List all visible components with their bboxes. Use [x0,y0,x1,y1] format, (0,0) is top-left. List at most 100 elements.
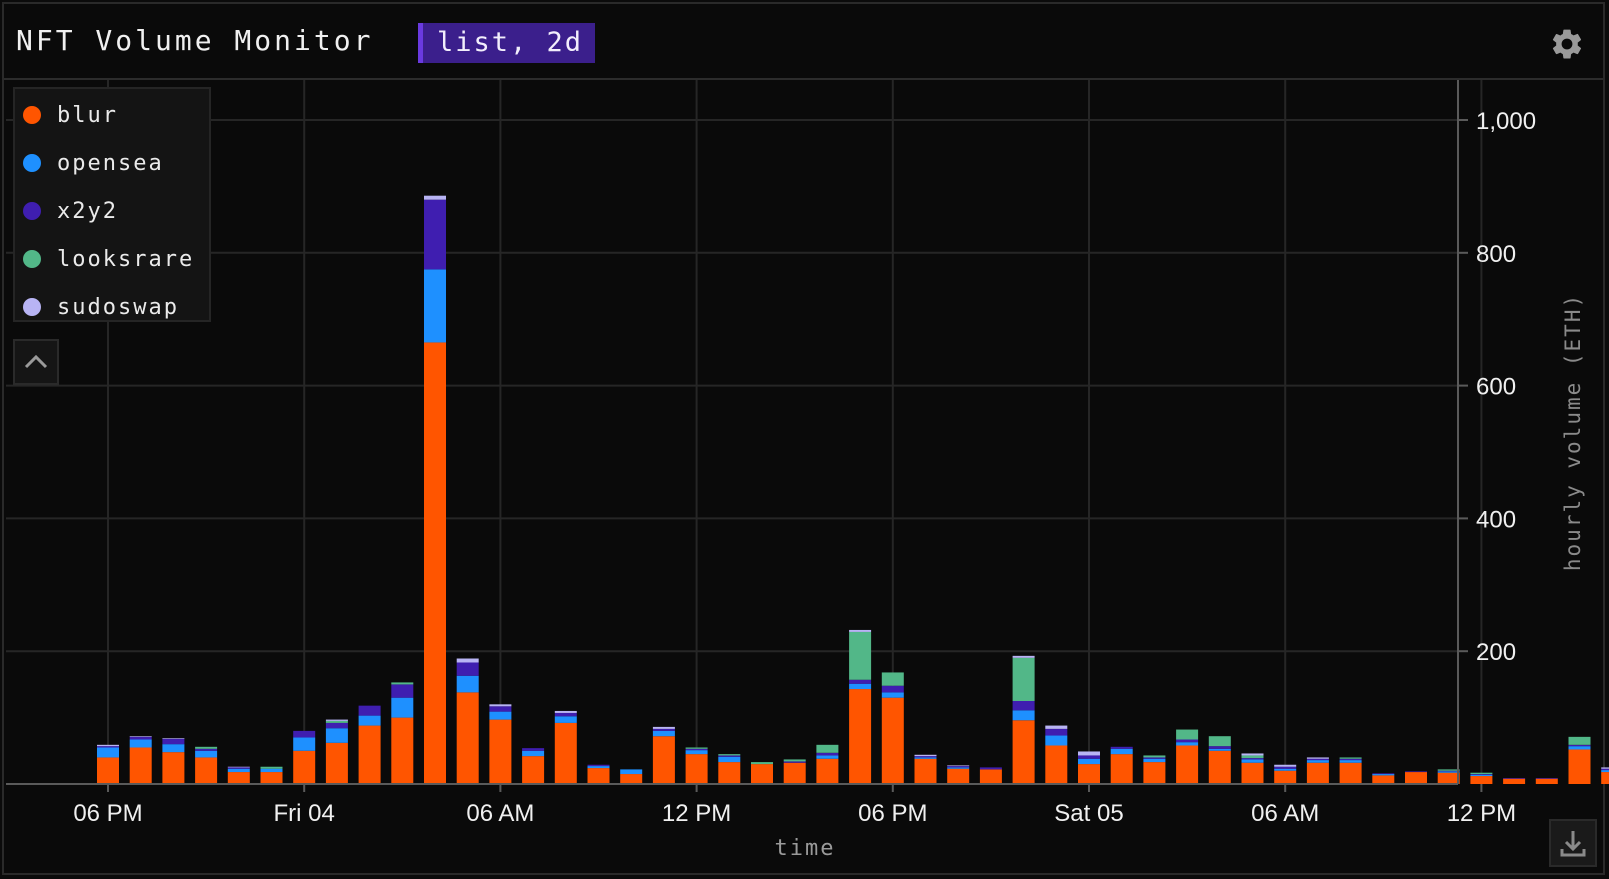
bar-segment-looksrare [685,747,708,749]
bar-segment-blur [1503,778,1526,784]
bar-segment-looksrare [260,766,283,769]
bar-segment-blur [816,758,839,784]
bar-segment-x2y2 [293,730,316,738]
bar-segment-sudoswap [652,726,675,729]
bar-segment-x2y2 [947,766,970,768]
bar-segment-blur [1437,772,1460,784]
bar-segment-blur [881,697,904,784]
bar-segment-blur [162,752,185,784]
bar-segment-sudoswap [554,710,577,713]
bar-segment-blur [1535,778,1558,784]
bar-segment-opensea [1143,758,1166,763]
bar-segment-x2y2 [1372,773,1395,775]
download-button[interactable] [1549,819,1597,867]
bar-segment-opensea [1110,748,1133,755]
bar-segment-opensea [227,768,250,773]
bar-segment-looksrare [1437,769,1460,771]
legend-item-looksrare[interactable]: looksrare [23,244,194,274]
bar-segment-opensea [358,715,381,726]
legend-label-sudoswap: sudoswap [57,294,179,320]
legend-swatch-sudoswap [23,298,41,316]
query-badge[interactable]: list, 2d [418,23,596,63]
bar-segment-blur [489,719,512,784]
legend-item-x2y2[interactable]: x2y2 [23,196,118,226]
collapse-legend-button[interactable] [13,339,59,385]
bar-segment-blur [227,772,250,784]
bar-segment-blur [391,717,414,784]
bar-segment-opensea [620,769,643,775]
x-tick-label: 12 PM [662,800,731,827]
bar-segment-blur [587,768,610,784]
bar-segment-looksrare [751,762,773,765]
bar-segment-looksrare [391,682,414,685]
bar-segment-x2y2 [195,748,218,751]
bar-series [97,195,1609,784]
legend-swatch-x2y2 [23,202,41,220]
bar-segment-sudoswap [1241,753,1264,756]
legend-item-opensea[interactable]: opensea [23,148,164,178]
bar-segment-looksrare [1176,729,1199,740]
download-icon [1560,831,1586,857]
bar-segment-opensea [816,755,839,759]
bar-segment-x2y2 [1503,778,1526,779]
bar-segment-x2y2 [162,738,185,745]
bar-segment-looksrare [816,744,839,753]
header-bar: NFT Volume Monitor list, 2d [4,4,1603,80]
bar-segment-opensea [260,768,283,773]
bar-segment-blur [1078,764,1100,784]
bar-segment-opensea [1568,746,1591,750]
bar-segment-x2y2 [652,728,675,731]
bar-segment-x2y2 [522,748,545,751]
bar-segment-x2y2 [227,767,250,769]
bar-segment-sudoswap [849,629,872,632]
legend-item-sudoswap[interactable]: sudoswap [23,292,179,322]
bar-segment-blur [1241,762,1264,784]
bar-segment-x2y2 [1012,701,1035,711]
x-tick-label: 06 PM [73,800,142,827]
bar-segment-blur [522,756,545,784]
bar-segment-x2y2 [358,705,381,716]
bar-segment-looksrare [1241,755,1264,759]
bar-segment-x2y2 [1241,758,1264,760]
bar-segment-x2y2 [685,748,708,751]
y-tick-labels: 200 400 600 800 1,000 [1458,108,1536,666]
bar-segment-opensea [685,750,708,755]
x-tick-label: 06 PM [858,800,927,827]
bar-segment-opensea [1176,742,1199,746]
bar-segment-sudoswap [947,765,970,767]
bar-segment-x2y2 [1405,771,1427,773]
bar-segment-blur [97,757,119,784]
bar-segment-blur [620,774,643,784]
y-tick-label: 600 [1476,374,1516,401]
bar-segment-x2y2 [1143,757,1166,759]
axes [6,80,1459,785]
bar-segment-x2y2 [325,722,348,729]
bar-segment-x2y2 [587,764,610,767]
bar-segment-blur [424,342,446,784]
bar-segment-opensea [195,750,218,758]
bar-segment-opensea [587,766,610,769]
bar-segment-opensea [293,737,316,751]
bar-segment-sudoswap [97,744,119,747]
bar-segment-opensea [1012,710,1035,721]
bar-segment-looksrare [1143,755,1166,758]
legend-swatch-looksrare [23,250,41,268]
bar-segment-blur [1568,749,1591,784]
bar-segment-x2y2 [1601,768,1609,771]
bar-segment-opensea [1078,758,1100,765]
bar-segment-x2y2 [97,746,119,748]
bar-segment-x2y2 [1078,755,1100,759]
gear-icon[interactable] [1549,26,1585,62]
bar-segment-x2y2 [979,767,1002,770]
bar-segment-blur [652,736,675,784]
bar-segment-sudoswap [1274,764,1297,767]
bar-segment-x2y2 [1110,746,1133,749]
bar-segment-x2y2 [718,755,741,757]
bar-segment-x2y2 [1208,746,1231,749]
bar-segment-x2y2 [456,662,479,676]
bar-segment-looksrare [783,759,806,762]
legend-item-blur[interactable]: blur [23,100,118,130]
bar-segment-sudoswap [129,736,152,737]
